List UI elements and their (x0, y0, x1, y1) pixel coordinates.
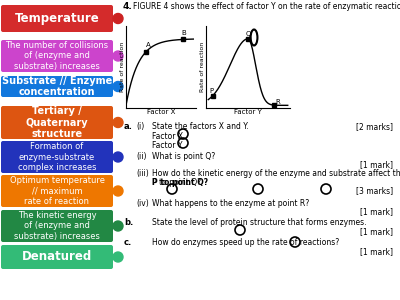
FancyBboxPatch shape (1, 141, 113, 173)
Circle shape (113, 14, 123, 23)
Text: R: R (275, 99, 280, 105)
Text: Denatured: Denatured (22, 250, 92, 263)
X-axis label: Factor X: Factor X (147, 110, 175, 116)
Text: Tertiary /
Quaternary
structure: Tertiary / Quaternary structure (26, 106, 88, 139)
Text: [2 marks]: [2 marks] (356, 122, 393, 131)
Text: (iv): (iv) (136, 199, 149, 208)
Circle shape (113, 51, 123, 61)
Circle shape (113, 82, 123, 92)
Text: How do enzymes speed up the rate of reactions?: How do enzymes speed up the rate of reac… (152, 238, 339, 247)
Circle shape (113, 118, 123, 128)
Text: [1 mark]: [1 mark] (360, 227, 393, 236)
Text: (iii): (iii) (136, 169, 149, 178)
Text: (ii): (ii) (136, 152, 146, 161)
Text: The kinetic energy
of (enzyme and
substrate) increases: The kinetic energy of (enzyme and substr… (14, 211, 100, 241)
Text: P: P (209, 88, 214, 94)
X-axis label: Factor Y: Factor Y (234, 110, 262, 116)
Text: b.: b. (124, 218, 133, 227)
Text: What is point Q?: What is point Q? (152, 152, 215, 161)
Text: a.: a. (124, 122, 133, 131)
Circle shape (113, 152, 123, 162)
Text: Substrate // Enzyme
concentration: Substrate // Enzyme concentration (2, 76, 112, 97)
Text: Temperature: Temperature (15, 12, 99, 25)
Circle shape (113, 186, 123, 196)
Circle shape (113, 221, 123, 231)
Text: P to point Q?: P to point Q? (152, 178, 201, 187)
Text: [1 mark]: [1 mark] (360, 207, 393, 216)
Text: State the level of protein structure that forms enzymes.: State the level of protein structure tha… (152, 218, 366, 227)
Text: B: B (182, 30, 187, 36)
Text: [1 mark]: [1 mark] (360, 247, 393, 256)
Text: A: A (146, 42, 150, 48)
Text: Optimum temperature
// maximum
rate of reaction: Optimum temperature // maximum rate of r… (10, 176, 104, 206)
Text: FIGURE 4 shows the effect of factor Y on the rate of enzymatic reaction.: FIGURE 4 shows the effect of factor Y on… (133, 2, 400, 11)
Text: [3 marks]: [3 marks] (356, 186, 393, 195)
Text: P to point Q?: P to point Q? (152, 178, 208, 187)
Text: Q: Q (245, 31, 251, 37)
FancyBboxPatch shape (1, 106, 113, 139)
Text: What happens to the enzyme at point R?: What happens to the enzyme at point R? (152, 199, 309, 208)
Text: (i): (i) (136, 122, 144, 131)
Text: The number of collisions
of (enzyme and
substrate) increases: The number of collisions of (enzyme and … (6, 41, 108, 71)
Text: Factor Y: Factor Y (152, 141, 182, 150)
Text: c.: c. (124, 238, 132, 247)
FancyBboxPatch shape (1, 210, 113, 242)
Text: FIGURE 4: FIGURE 4 (243, 101, 283, 110)
Text: Factor X: Factor X (152, 132, 183, 141)
Y-axis label: Rate of reaction: Rate of reaction (120, 42, 125, 92)
Text: Formation of
enzyme-substrate
complex increases: Formation of enzyme-substrate complex in… (18, 142, 96, 172)
FancyBboxPatch shape (1, 40, 113, 72)
Circle shape (113, 252, 123, 262)
FancyBboxPatch shape (1, 5, 113, 32)
Text: 4.: 4. (123, 2, 133, 11)
Text: [1 mark]: [1 mark] (360, 160, 393, 169)
FancyBboxPatch shape (1, 245, 113, 269)
Text: State the factors X and Y.: State the factors X and Y. (152, 122, 249, 131)
FancyBboxPatch shape (1, 175, 113, 207)
FancyBboxPatch shape (1, 76, 113, 97)
Text: How do the kinetic energy of the enzyme and substrate affect the reaction rate a: How do the kinetic energy of the enzyme … (152, 169, 400, 178)
Y-axis label: Rate of reaction: Rate of reaction (200, 42, 205, 92)
